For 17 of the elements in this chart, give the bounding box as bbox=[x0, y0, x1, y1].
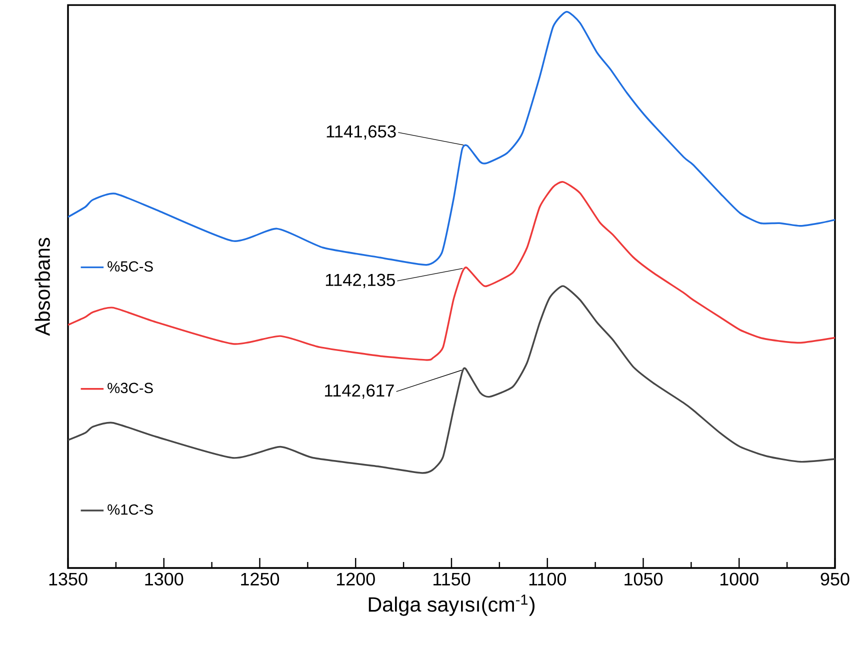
annotation: 1142,617 bbox=[325, 384, 394, 399]
x-tick-label: 1250 bbox=[241, 572, 280, 586]
x-tick-label: 1000 bbox=[720, 572, 758, 586]
x-tick-label: 1350 bbox=[49, 572, 88, 586]
y-axis-title: Absorbans bbox=[34, 238, 50, 336]
legend-label: %1C-S bbox=[108, 504, 153, 515]
legend-label: %5C-S bbox=[108, 261, 153, 272]
x-axis-title: Dalga sayısı(cm$^{-1}$) bbox=[368, 594, 534, 616]
x-tick-label: 1150 bbox=[434, 572, 470, 586]
x-tick-label: 1050 bbox=[624, 572, 663, 586]
x-tick-label: 1100 bbox=[529, 572, 566, 586]
x-tick-label: 950 bbox=[820, 572, 850, 586]
annotation: 1141,653 bbox=[326, 125, 396, 140]
annotation: 1142,135 bbox=[326, 274, 395, 288]
x-tick-label: 1300 bbox=[145, 572, 184, 586]
legend-label: %3C-S bbox=[108, 382, 153, 394]
x-tick-label: 1200 bbox=[336, 572, 375, 586]
